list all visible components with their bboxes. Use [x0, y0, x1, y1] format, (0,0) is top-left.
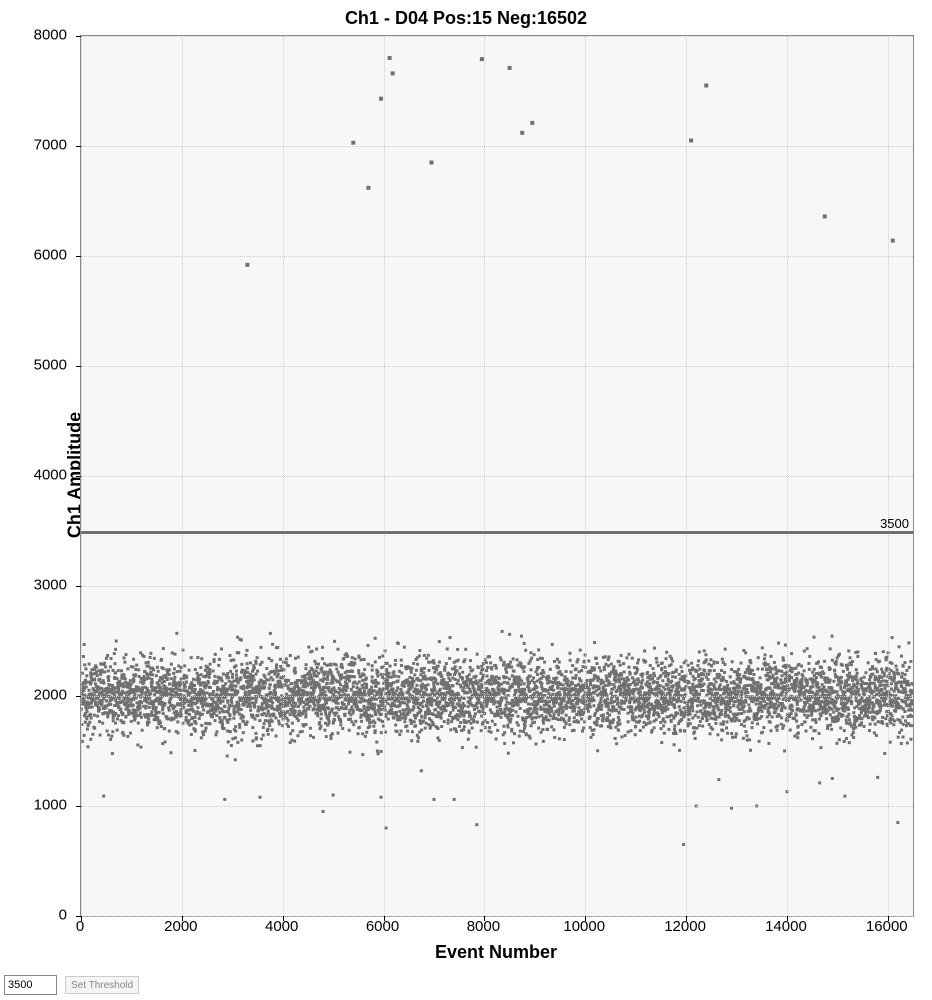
grid-line-v	[484, 36, 485, 916]
grid-line-v	[81, 36, 82, 916]
threshold-controls: Set Threshold	[4, 975, 139, 995]
y-tick-label: 3000	[34, 577, 67, 594]
grid-line-h	[81, 476, 913, 477]
y-tick-label: 6000	[34, 247, 67, 264]
x-axis-title: Event Number	[80, 942, 912, 963]
y-tick-label: 4000	[34, 467, 67, 484]
y-tick-label: 7000	[34, 137, 67, 154]
grid-line-v	[787, 36, 788, 916]
x-tick-label: 16000	[866, 918, 908, 935]
threshold-line	[81, 531, 913, 534]
x-axis-labels: 0200040006000800010000120001400016000	[80, 918, 912, 943]
grid-line-v	[182, 36, 183, 916]
grid-line-h	[81, 696, 913, 697]
x-tick-label: 12000	[664, 918, 706, 935]
y-tick-label: 0	[59, 907, 67, 924]
threshold-input[interactable]	[4, 975, 57, 995]
y-tick-label: 8000	[34, 27, 67, 44]
x-tick-label: 0	[76, 918, 84, 935]
y-tick-label: 5000	[34, 357, 67, 374]
y-tick-label: 1000	[34, 797, 67, 814]
threshold-label: 3500	[880, 516, 909, 531]
grid-line-h	[81, 366, 913, 367]
grid-line-v	[585, 36, 586, 916]
chart-container: Ch1 - D04 Pos:15 Neg:16502 Ch1 Amplitude…	[0, 0, 932, 1000]
x-tick-label: 14000	[765, 918, 807, 935]
grid-line-h	[81, 146, 913, 147]
x-tick-label: 10000	[563, 918, 605, 935]
y-tick-label: 2000	[34, 687, 67, 704]
grid-line-v	[888, 36, 889, 916]
x-tick-label: 2000	[164, 918, 197, 935]
plot-area: 3500	[80, 35, 914, 917]
chart-title: Ch1 - D04 Pos:15 Neg:16502	[0, 8, 932, 29]
grid-line-v	[384, 36, 385, 916]
y-axis-labels: 010002000300040005000600070008000	[0, 35, 75, 915]
grid-line-v	[686, 36, 687, 916]
grid-line-v	[283, 36, 284, 916]
x-tick-label: 8000	[467, 918, 500, 935]
grid-line-h	[81, 256, 913, 257]
grid-line-h	[81, 36, 913, 37]
x-tick-label: 4000	[265, 918, 298, 935]
grid-line-h	[81, 916, 913, 917]
x-tick-label: 6000	[366, 918, 399, 935]
set-threshold-button[interactable]: Set Threshold	[65, 976, 139, 994]
grid-line-h	[81, 586, 913, 587]
grid-line-h	[81, 806, 913, 807]
